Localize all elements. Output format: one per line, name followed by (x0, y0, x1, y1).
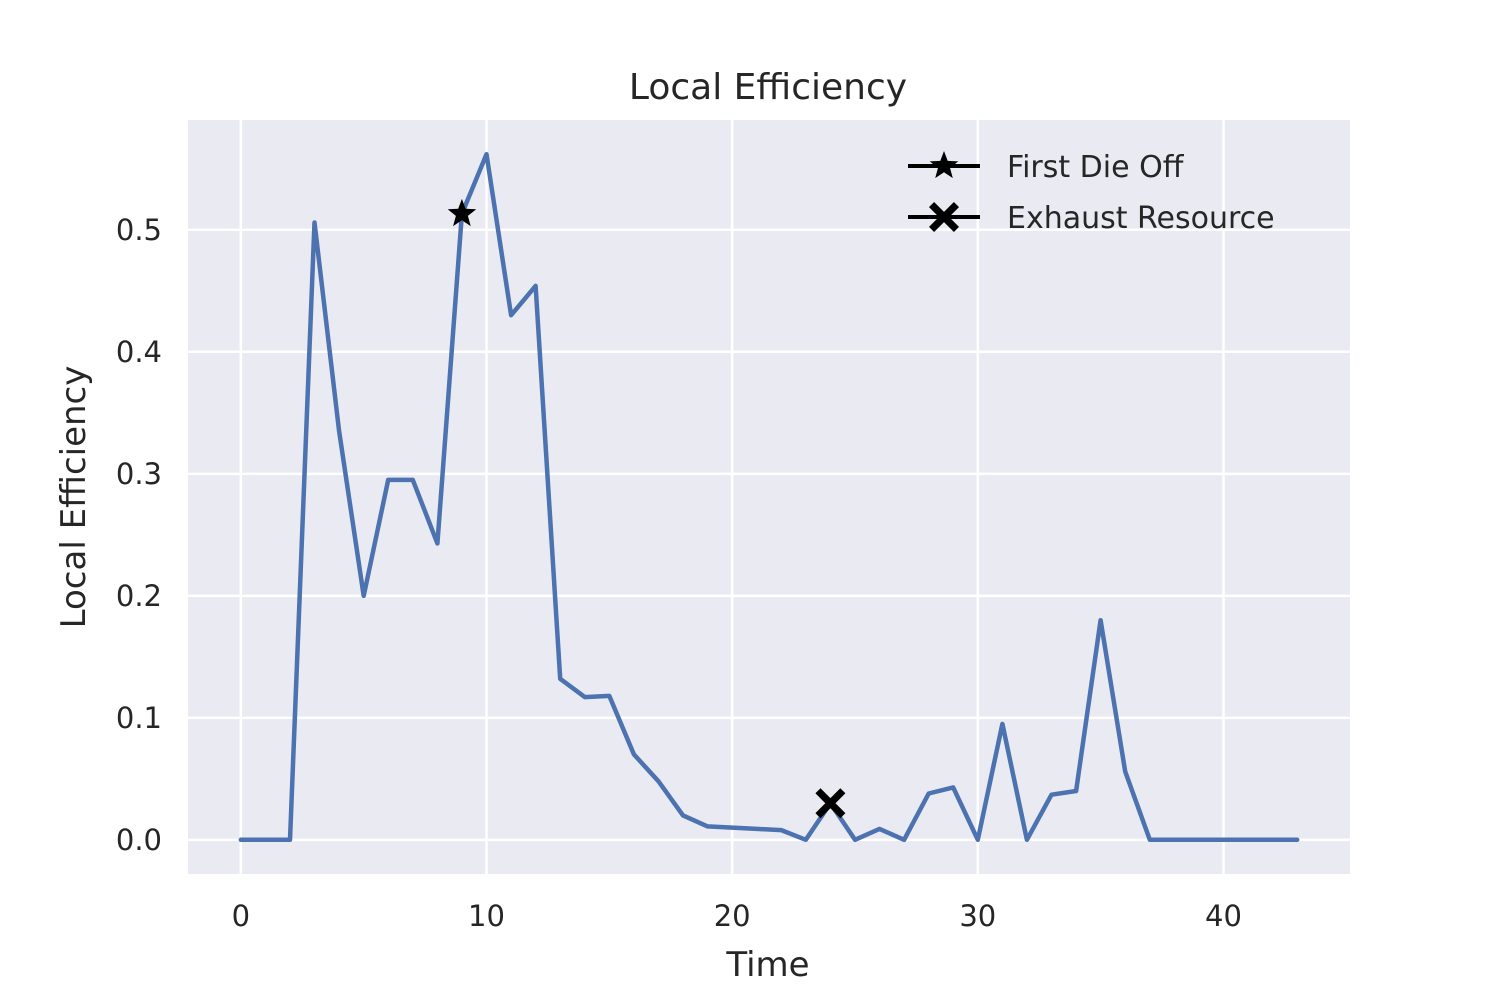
x-tick-label: 30 (959, 899, 996, 933)
event-markers (447, 198, 846, 819)
y-tick-label: 0.4 (116, 335, 162, 369)
y-tick-label: 0.1 (116, 701, 162, 735)
plot-background (188, 120, 1350, 874)
grid-lines (188, 120, 1350, 874)
x-axis-label: Time (725, 945, 809, 985)
y-tick-label: 0.3 (116, 457, 162, 491)
chart-title: Local Efficiency (629, 67, 907, 108)
y-tick-label: 0.5 (116, 213, 162, 247)
x-tick-label: 40 (1205, 899, 1242, 933)
first-die-off-marker (447, 198, 477, 227)
x-marker-icon (929, 202, 959, 232)
y-tick-label: 0.0 (116, 823, 162, 857)
y-tick-label: 0.2 (116, 579, 162, 613)
y-axis-label: Local Efficiency (54, 366, 94, 629)
x-tick-label: 10 (468, 899, 505, 933)
legend-label-exhaust-resource: Exhaust Resource (1007, 201, 1275, 236)
series-layer (238, 151, 1300, 843)
exhaust-resource-marker (815, 788, 846, 819)
tick-labels: 0 10 20 30 40 0.0 0.1 0.2 0.3 0.4 0.5 (116, 213, 1242, 933)
legend-item-exhaust-resource: Exhaust Resource (908, 201, 1275, 236)
legend: First Die Off Exhaust Resource (908, 150, 1275, 236)
efficiency-line (238, 151, 1300, 843)
x-tick-label: 20 (714, 899, 751, 933)
x-tick-label: 0 (232, 899, 250, 933)
star-icon (929, 151, 959, 179)
legend-item-first-die-off: First Die Off (908, 150, 1185, 185)
legend-label-first-die-off: First Die Off (1007, 150, 1185, 185)
